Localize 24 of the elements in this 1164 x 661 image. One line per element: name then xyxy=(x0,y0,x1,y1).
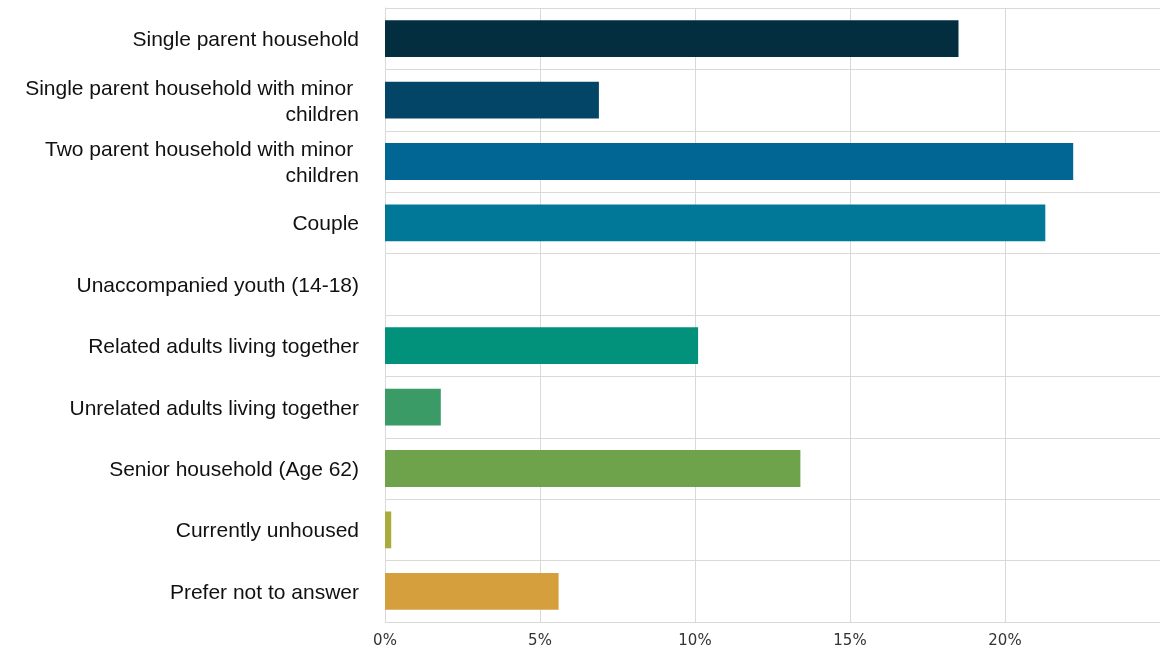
x-tick-label: 5% xyxy=(528,630,552,649)
bar xyxy=(385,143,1074,180)
bar xyxy=(385,204,1046,242)
bar xyxy=(385,450,801,487)
bar xyxy=(385,327,699,365)
bar xyxy=(385,388,441,426)
y-tick-label: Two parent household with minor children xyxy=(44,137,359,186)
bar xyxy=(385,81,599,119)
y-tick-label: Unaccompanied youth (14-18) xyxy=(76,272,359,296)
bar xyxy=(385,511,392,549)
y-tick-label: Currently unhoused xyxy=(175,518,359,542)
bar xyxy=(385,20,959,58)
x-tick-label: 10% xyxy=(678,630,712,649)
y-tick-label: Unrelated adults living together xyxy=(69,395,359,419)
y-tick-label: Single parent household with minor children xyxy=(25,75,359,125)
y-tick-label: Related adults living together xyxy=(88,334,359,358)
y-tick-label: Couple xyxy=(292,211,359,235)
y-tick-label: Single parent household xyxy=(132,27,359,51)
y-tick-label: Prefer not to answer xyxy=(169,579,360,603)
x-tick-label: 15% xyxy=(833,630,867,649)
bar xyxy=(385,572,559,610)
x-tick-label: 0% xyxy=(373,630,397,649)
x-tick-label: 20% xyxy=(988,630,1022,649)
y-tick-label: Senior household (Age 62) xyxy=(109,457,359,480)
